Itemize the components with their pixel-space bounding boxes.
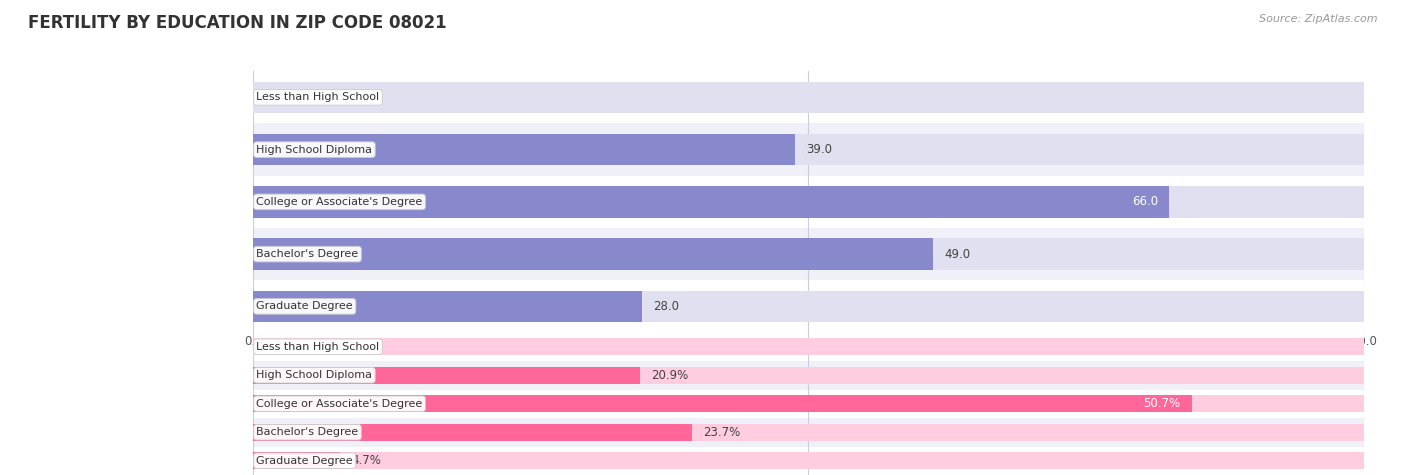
Text: 50.7%: 50.7% xyxy=(1143,397,1181,410)
Text: 23.7%: 23.7% xyxy=(703,426,740,439)
Text: 0.0%: 0.0% xyxy=(264,340,294,353)
Text: FERTILITY BY EDUCATION IN ZIP CODE 08021: FERTILITY BY EDUCATION IN ZIP CODE 08021 xyxy=(28,14,447,32)
Bar xyxy=(253,395,1192,412)
Bar xyxy=(253,291,641,322)
Bar xyxy=(253,186,1170,218)
Bar xyxy=(253,186,1364,218)
Bar xyxy=(253,134,794,165)
Text: Source: ZipAtlas.com: Source: ZipAtlas.com xyxy=(1260,14,1378,24)
Text: Less than High School: Less than High School xyxy=(256,342,380,352)
Bar xyxy=(253,395,1364,412)
Bar xyxy=(253,176,1364,228)
Text: Bachelor's Degree: Bachelor's Degree xyxy=(256,427,359,437)
Text: 4.7%: 4.7% xyxy=(352,454,381,467)
Text: College or Associate's Degree: College or Associate's Degree xyxy=(256,197,423,207)
Bar xyxy=(253,367,1364,384)
Bar xyxy=(253,390,1364,418)
Bar xyxy=(253,338,1364,355)
Text: Graduate Degree: Graduate Degree xyxy=(256,301,353,312)
Bar xyxy=(253,446,1364,475)
Bar xyxy=(253,452,1364,469)
Bar xyxy=(253,238,1364,270)
Text: 20.9%: 20.9% xyxy=(651,369,689,382)
Text: 49.0: 49.0 xyxy=(945,247,970,261)
Text: 66.0: 66.0 xyxy=(1132,195,1159,209)
Bar xyxy=(253,82,1364,113)
Text: 28.0: 28.0 xyxy=(652,300,679,313)
Bar xyxy=(253,124,1364,176)
Bar xyxy=(253,452,340,469)
Bar xyxy=(253,361,1364,390)
Text: High School Diploma: High School Diploma xyxy=(256,144,373,155)
Bar xyxy=(253,71,1364,124)
Text: Less than High School: Less than High School xyxy=(256,92,380,103)
Text: 39.0: 39.0 xyxy=(806,143,832,156)
Bar xyxy=(253,228,1364,280)
Bar xyxy=(253,134,1364,165)
Text: Graduate Degree: Graduate Degree xyxy=(256,456,353,466)
Text: Bachelor's Degree: Bachelor's Degree xyxy=(256,249,359,259)
Bar xyxy=(253,418,1364,446)
Bar xyxy=(253,280,1364,332)
Bar xyxy=(253,424,692,441)
Bar xyxy=(253,291,1364,322)
Bar xyxy=(253,367,640,384)
Text: College or Associate's Degree: College or Associate's Degree xyxy=(256,399,423,409)
Bar xyxy=(253,238,934,270)
Text: High School Diploma: High School Diploma xyxy=(256,370,373,380)
Bar xyxy=(253,332,1364,361)
Bar xyxy=(253,424,1364,441)
Text: 0.0: 0.0 xyxy=(264,91,283,104)
